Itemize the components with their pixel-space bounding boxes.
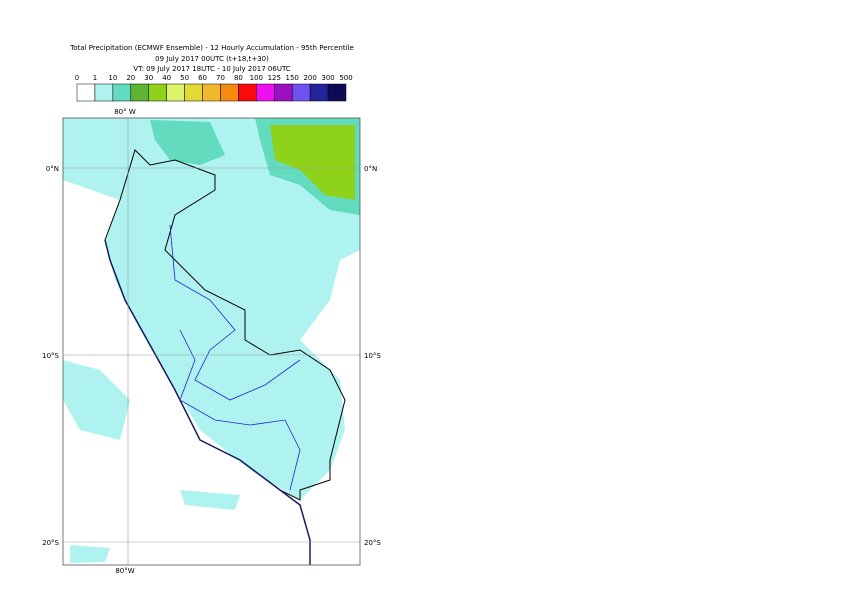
coastline bbox=[104, 239, 311, 565]
lat-label: 10°S bbox=[364, 352, 381, 360]
legend-label: 150 bbox=[286, 74, 299, 82]
legend-label: 1 bbox=[93, 74, 97, 82]
legend-swatch bbox=[202, 83, 221, 102]
legend-swatch bbox=[256, 83, 275, 102]
legend-label: 300 bbox=[321, 74, 334, 82]
legend-swatch bbox=[291, 83, 311, 102]
base-time: 09 July 2017 00UTC (t+18,t+30) bbox=[155, 55, 269, 63]
legend-swatch bbox=[148, 83, 167, 102]
legend-label: 100 bbox=[250, 74, 263, 82]
legend-swatch bbox=[94, 83, 114, 102]
precip-area bbox=[63, 360, 130, 440]
lon-label: 80° W bbox=[114, 108, 136, 116]
legend: 0 1 10 20 30 40 50 60 70 80 100 125 150 200 300 500 bbox=[75, 74, 353, 102]
lat-label: 20°S bbox=[42, 539, 59, 547]
lat-label: 0°N bbox=[364, 165, 377, 173]
legend-swatch bbox=[166, 83, 185, 102]
map bbox=[62, 117, 361, 566]
valid-time: VT: 09 July 2017 18UTC - 10 July 2017 06… bbox=[133, 65, 291, 73]
precip-area bbox=[70, 545, 110, 563]
precip-area bbox=[180, 490, 240, 510]
legend-swatch bbox=[309, 83, 329, 102]
legend-label: 70 bbox=[216, 74, 225, 82]
legend-label: 125 bbox=[268, 74, 281, 82]
legend-label: 50 bbox=[180, 74, 189, 82]
legend-swatch bbox=[184, 83, 203, 102]
legend-label: 200 bbox=[303, 74, 316, 82]
precip-area bbox=[150, 120, 225, 165]
lat-label: 20°S bbox=[364, 539, 381, 547]
legend-swatch bbox=[327, 83, 347, 102]
legend-label: 10 bbox=[108, 74, 117, 82]
legend-label: 80 bbox=[234, 74, 243, 82]
legend-swatch bbox=[76, 83, 96, 102]
map-frame bbox=[62, 117, 361, 566]
precip-area bbox=[270, 125, 355, 200]
legend-label: 60 bbox=[198, 74, 207, 82]
region-border bbox=[169, 224, 301, 491]
lat-label: 10°S bbox=[42, 352, 59, 360]
legend-swatch bbox=[112, 83, 132, 102]
legend-label: 30 bbox=[144, 74, 153, 82]
legend-swatch bbox=[220, 83, 239, 102]
precip-area bbox=[63, 118, 360, 500]
legend-label: 20 bbox=[126, 74, 135, 82]
legend-label: 40 bbox=[162, 74, 171, 82]
legend-label: 500 bbox=[339, 74, 352, 82]
legend-label: 0 bbox=[75, 74, 79, 82]
lon-label: 80°W bbox=[115, 567, 134, 575]
title: Total Precipitation (ECMWF Ensemble) - 1… bbox=[69, 44, 354, 52]
legend-swatch bbox=[130, 83, 149, 102]
lat-label: 0°N bbox=[46, 165, 59, 173]
legend-swatch bbox=[274, 83, 293, 102]
legend-swatch bbox=[238, 83, 257, 102]
